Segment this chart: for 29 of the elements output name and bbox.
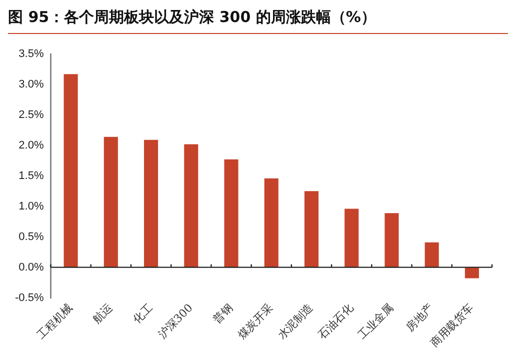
x-tick-label: 航运	[90, 301, 116, 326]
x-tick-label: 普钢	[210, 301, 236, 326]
x-tick-label: 工业金属	[356, 301, 396, 342]
bar	[424, 242, 439, 268]
x-tick-label: 水泥制造	[275, 301, 316, 342]
y-tick-label: 3.5%	[18, 48, 44, 60]
y-tick-label: 2.5%	[18, 108, 44, 121]
y-tick-label: 0.0%	[18, 261, 44, 274]
x-tick-label: 煤炭开采	[235, 301, 276, 342]
y-tick-label: 1.0%	[18, 200, 44, 212]
bar	[104, 136, 118, 268]
bar	[384, 213, 399, 268]
y-tick-label: 2.0%	[18, 139, 44, 152]
y-tick-label: 1.5%	[18, 170, 44, 182]
bar	[184, 144, 198, 268]
bar	[144, 140, 158, 268]
y-tick-label: -0.5%	[14, 292, 44, 304]
bar	[64, 74, 78, 268]
x-tick-label: 化工	[130, 301, 156, 326]
x-tick-label: 石油石化	[315, 301, 356, 342]
bar	[304, 191, 319, 268]
chart-title: 图 95：各个周期板块以及沪深 300 的周涨跌幅（%）	[8, 8, 508, 34]
bar	[464, 267, 479, 278]
x-tick-label: 工程机械	[34, 301, 75, 342]
y-tick-label: 3.0%	[18, 78, 44, 91]
y-tick-label: 0.5%	[18, 230, 44, 243]
bar	[224, 159, 238, 268]
bar	[264, 178, 278, 268]
bar	[344, 208, 359, 268]
